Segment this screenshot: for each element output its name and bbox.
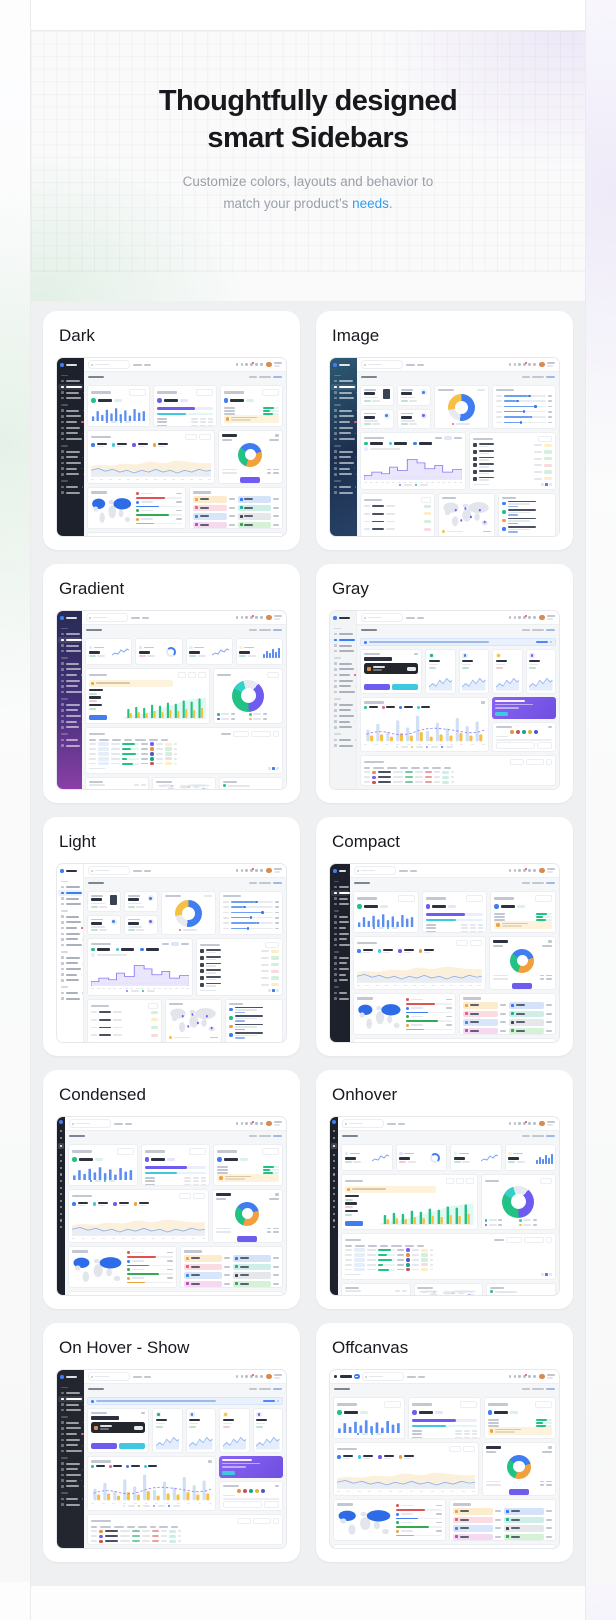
variant-card-offcanvas: Offcanvas xyxy=(316,1323,573,1562)
variant-label: Condensed xyxy=(59,1085,146,1104)
page-section: Thoughtfully designed smart Sidebars Cust… xyxy=(30,0,586,1620)
variant-label: Compact xyxy=(332,832,401,851)
variant-card-compact: Compact xyxy=(316,817,573,1056)
section-subtitle: Customize colors, layouts and behavior t… xyxy=(182,173,434,211)
dashboard-preview-dark[interactable] xyxy=(56,357,287,537)
variant-label: Light xyxy=(59,832,96,851)
needs-link[interactable]: needs xyxy=(352,195,389,211)
section-title: Thoughtfully designed smart Sidebars xyxy=(158,85,458,154)
dashboard-preview-gradient[interactable] xyxy=(56,610,287,790)
variant-label: Image xyxy=(332,326,380,345)
variant-label: Dark xyxy=(59,326,95,345)
variant-card-onhover-show: On Hover - Show xyxy=(43,1323,300,1562)
dashboard-preview-condensed[interactable] xyxy=(56,1116,287,1296)
variant-card-gray: Gray xyxy=(316,564,573,803)
variant-card-light: Light xyxy=(43,817,300,1056)
variant-card-dark: Dark xyxy=(43,311,300,550)
previous-section-edge xyxy=(31,0,585,31)
variant-label: Offcanvas xyxy=(332,1338,409,1357)
hero-section: Thoughtfully designed smart Sidebars Cust… xyxy=(31,31,585,301)
variant-card-onhover: Onhover xyxy=(316,1070,573,1309)
variant-card-gradient: Gradient xyxy=(43,564,300,803)
dashboard-preview-image[interactable] xyxy=(329,357,560,537)
variant-label: Onhover xyxy=(332,1085,398,1104)
next-section-edge xyxy=(31,1586,585,1620)
dashboard-preview-light[interactable] xyxy=(56,863,287,1043)
dashboard-preview-gray[interactable] xyxy=(329,610,560,790)
variant-card-image: Image xyxy=(316,311,573,550)
dashboard-preview-compact[interactable] xyxy=(329,863,560,1043)
variant-label: Gradient xyxy=(59,579,125,598)
variant-label: On Hover - Show xyxy=(59,1338,190,1357)
variant-card-condensed: Condensed xyxy=(43,1070,300,1309)
dashboard-preview-onhover-show[interactable] xyxy=(56,1369,287,1549)
variant-label: Gray xyxy=(332,579,369,598)
dashboard-preview-offcanvas[interactable] xyxy=(329,1369,560,1549)
dashboard-preview-onhover[interactable] xyxy=(329,1116,560,1296)
sidebar-variants-grid: Dark Image Gradient Gray Light Compact C… xyxy=(31,301,585,1586)
